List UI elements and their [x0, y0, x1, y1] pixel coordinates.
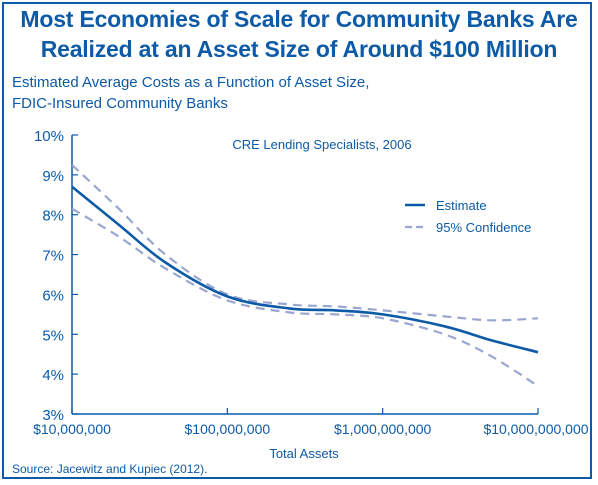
- title-line-1: Most Economies of Scale for Community Ba…: [20, 6, 578, 32]
- subtitle-line-2: FDIC-Insured Community Banks: [12, 95, 228, 112]
- x-tick-label: $1,000,000,000: [334, 421, 432, 437]
- chart-subtitle: Estimated Average Costs as a Function of…: [12, 72, 369, 114]
- x-axis-label: Total Assets: [269, 446, 339, 461]
- series-line-confidence-1: [71, 164, 539, 322]
- axes: 3% 4% 5% 6% 7% 8% 9% 10% $10,000,000 $100,000,000…: [33, 128, 589, 437]
- series-line-confidence-2: [71, 207, 539, 388]
- y-tick-label: 10%: [34, 128, 64, 145]
- x-tick-label: $10,000,000,000: [483, 421, 588, 437]
- y-tick-label: 5%: [42, 327, 64, 344]
- x-tick-label: $100,000,000: [185, 421, 271, 437]
- y-tick-label: 7%: [42, 248, 64, 265]
- legend: Estimate 95% Confidence: [405, 198, 531, 235]
- legend-label: 95% Confidence: [436, 220, 531, 235]
- y-tick-label: 4%: [42, 367, 64, 384]
- y-tick-label: 6%: [42, 287, 64, 304]
- chart-annotation: CRE Lending Specialists, 2006: [232, 137, 411, 152]
- y-tick-label: 8%: [42, 208, 64, 225]
- source-note: Source: Jacewitz and Kupiec (2012).: [12, 462, 208, 476]
- subtitle-line-1: Estimated Average Costs as a Function of…: [12, 74, 370, 91]
- y-tick-label: 3%: [42, 407, 64, 424]
- x-tick-label: $10,000,000: [33, 421, 111, 437]
- series-line-estimate: [71, 185, 539, 354]
- plot-area: [71, 164, 539, 388]
- chart-frame: [2, 2, 592, 479]
- y-tick-label: 9%: [42, 168, 64, 185]
- title-line-2: Realized at an Asset Size of Around $100…: [40, 36, 558, 62]
- legend-label: Estimate: [436, 198, 487, 213]
- chart-title: Most Economies of Scale for Community Ba…: [0, 4, 598, 64]
